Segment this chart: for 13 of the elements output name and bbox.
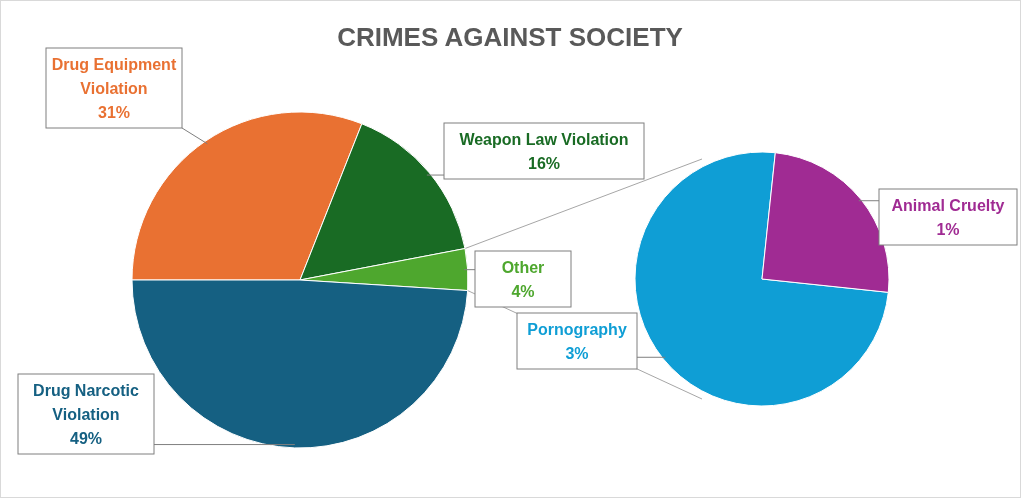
slice-label: Animal Cruelty — [891, 197, 1005, 214]
chart-title: CRIMES AGAINST SOCIETY — [337, 22, 683, 52]
data-label: 4% — [511, 283, 535, 300]
data-label: 1% — [936, 221, 960, 238]
slice-label: Other — [501, 259, 545, 276]
slice-label: Drug Equipment Violation — [51, 56, 177, 97]
slice-label: Pornography — [527, 321, 627, 338]
data-label: 3% — [565, 345, 589, 362]
data-label: 49% — [69, 430, 103, 447]
data-label: 31% — [97, 104, 131, 121]
slice-label: Drug Narcotic Violation — [33, 382, 139, 423]
data-label: 16% — [527, 155, 561, 172]
slice-label: Weapon Law Violation — [459, 131, 629, 148]
